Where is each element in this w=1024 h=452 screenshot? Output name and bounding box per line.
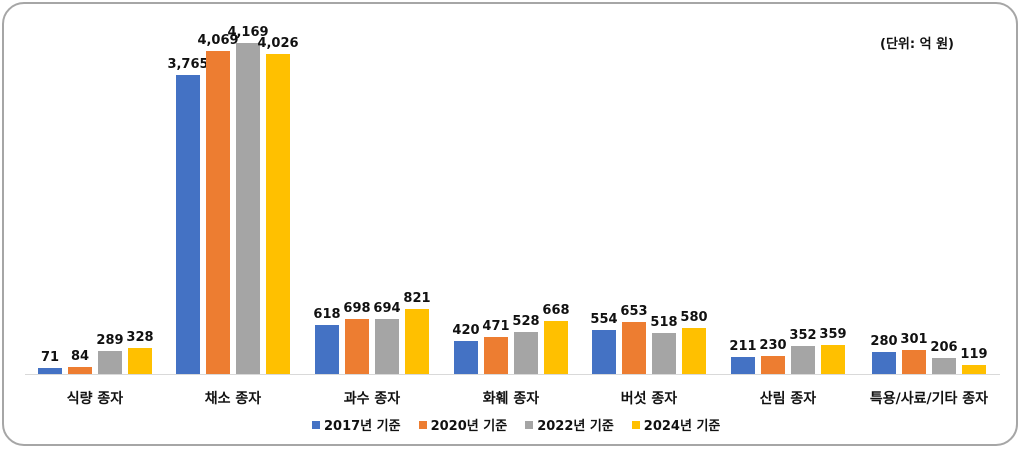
value-label: 211 — [729, 339, 757, 355]
legend-swatch-icon — [418, 420, 427, 429]
bar — [375, 318, 399, 374]
legend-label: 2020년 기준 — [430, 419, 508, 434]
bar — [454, 340, 478, 374]
value-label: 289 — [96, 333, 124, 349]
bar — [932, 357, 956, 374]
value-label: 71 — [40, 350, 60, 366]
value-label: 301 — [900, 332, 928, 348]
bar — [345, 318, 369, 374]
value-label: 206 — [930, 339, 958, 355]
chart-frame — [2, 2, 1018, 446]
bar — [682, 327, 706, 374]
bar — [176, 75, 200, 374]
legend-swatch-icon — [525, 420, 534, 429]
bar — [622, 322, 646, 374]
bar — [236, 43, 260, 374]
legend-item: 2020년 기준 — [418, 415, 508, 434]
value-label: 3,765 — [167, 57, 209, 73]
legend-label: 2024년 기준 — [643, 419, 721, 434]
value-label: 328 — [126, 329, 154, 345]
value-label: 4,026 — [257, 36, 299, 52]
unit-note: (단위: 억 원) — [880, 37, 954, 52]
bar — [266, 54, 290, 374]
bar — [315, 324, 339, 374]
bar — [484, 336, 508, 374]
category-label: 특용/사료/기타 종자 — [869, 391, 989, 407]
bar — [821, 345, 845, 374]
legend-item: 2022년 기준 — [525, 415, 614, 434]
category-label: 산림 종자 — [759, 391, 817, 407]
bar — [902, 350, 926, 374]
bar — [68, 367, 92, 374]
value-label: 668 — [542, 302, 570, 318]
category-label: 과수 종자 — [343, 391, 401, 407]
value-label: 821 — [403, 290, 431, 306]
bar — [544, 320, 568, 374]
category-label: 버섯 종자 — [620, 391, 678, 407]
value-label: 528 — [512, 314, 540, 330]
bar — [592, 330, 616, 374]
legend-swatch-icon — [312, 420, 320, 429]
category-label: 화훼 종자 — [482, 391, 540, 407]
value-label: 4,069 — [197, 32, 239, 48]
legend-item: 2024년 기준 — [631, 415, 721, 434]
bar — [514, 332, 538, 374]
value-label: 618 — [313, 306, 341, 322]
bar — [791, 346, 815, 374]
legend-label: 2017년 기준 — [324, 419, 401, 434]
bar — [206, 50, 230, 374]
bar — [731, 357, 755, 374]
value-label: 518 — [650, 314, 678, 330]
value-label: 352 — [789, 328, 817, 344]
bar — [98, 351, 122, 374]
value-label: 280 — [870, 333, 898, 349]
value-label: 230 — [759, 337, 787, 353]
legend-swatch-icon — [631, 420, 640, 429]
bar — [761, 355, 785, 374]
value-label: 653 — [620, 304, 648, 320]
value-label: 580 — [680, 309, 708, 325]
value-label: 698 — [343, 300, 371, 316]
value-label: 420 — [452, 322, 480, 338]
category-label: 채소 종자 — [204, 391, 262, 407]
bar — [962, 364, 986, 374]
value-label: 119 — [960, 346, 988, 362]
bar — [38, 368, 62, 374]
value-label: 4,169 — [227, 25, 269, 40]
legend: 2017년 기준 2020년 기준 2022년 기준 2024년 기준 — [312, 415, 720, 434]
category-label: 식량 종자 — [66, 391, 124, 407]
value-label: 471 — [482, 318, 510, 334]
legend-item: 2017년 기준 — [312, 415, 401, 434]
bar — [405, 308, 429, 374]
value-label: 359 — [819, 327, 847, 343]
value-label: 694 — [373, 300, 401, 316]
legend-label: 2022년 기준 — [537, 419, 614, 434]
bar — [652, 332, 676, 374]
x-axis-line — [25, 374, 1000, 375]
value-label: 84 — [70, 349, 90, 365]
bar — [872, 351, 896, 374]
value-label: 554 — [590, 312, 618, 327]
bar — [128, 347, 152, 374]
